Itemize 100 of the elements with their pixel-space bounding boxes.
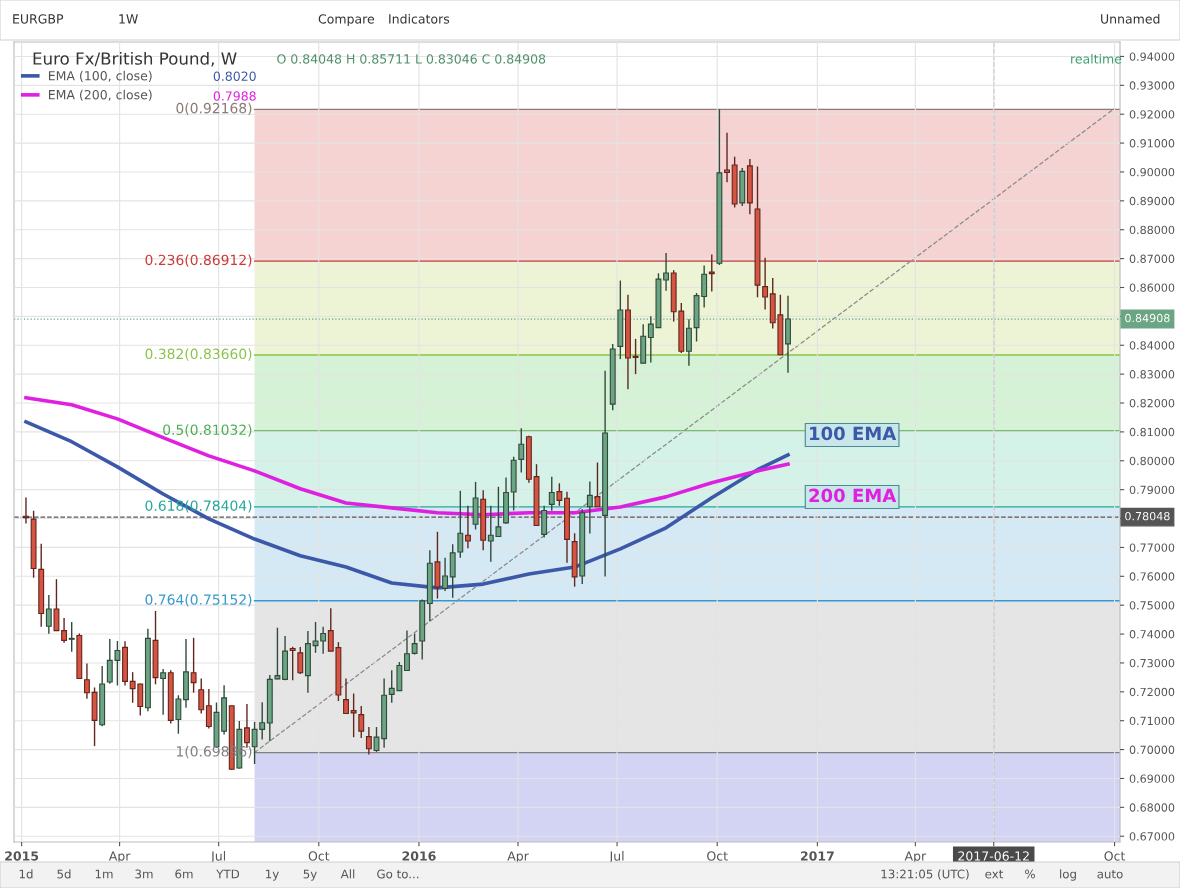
text: 5y [303, 869, 317, 881]
candlestick [350, 692, 357, 738]
ref-line-label: 0.84908 [1125, 313, 1170, 323]
text: 1d [19, 869, 33, 879]
legend-label: EMA (100, close) [48, 70, 152, 82]
y-tick-label: 0.73000 [1129, 658, 1175, 668]
candlestick [548, 475, 555, 512]
candlestick [83, 662, 90, 700]
x-tick-label: 2015 [5, 851, 39, 861]
ref-line-label: 0.382(0.83660) [145, 348, 252, 361]
candlestick [556, 482, 563, 507]
annotation: realtime [1071, 53, 1122, 64]
legend-label: EMA (200, close) [48, 89, 152, 101]
text: 1y [266, 869, 279, 881]
y-tick-label: 0.71000 [1129, 716, 1175, 726]
candlestick [343, 677, 349, 715]
y-tick-label: 0.77000 [1129, 543, 1175, 552]
text: 1m [95, 869, 113, 879]
candlestick [586, 480, 593, 535]
y-tick-label: 0.92000 [1129, 110, 1175, 119]
y-tick-label: 0.89000 [1129, 196, 1175, 206]
line-series [24, 419, 790, 590]
text: auto [1097, 869, 1123, 879]
y-tick-label: 0.68000 [1129, 803, 1175, 812]
candlestick [53, 578, 60, 632]
text: ext [985, 869, 1004, 879]
x-tick-label: Oct [1104, 851, 1126, 861]
candlestick [518, 427, 525, 474]
x-tick-label: Apr [507, 851, 529, 864]
candlestick [297, 646, 304, 675]
y-tick-label: 0.88000 [1129, 225, 1175, 235]
y-tick-label: 0.72000 [1129, 687, 1175, 697]
line-series [24, 396, 790, 517]
y-tick-label: 0.81000 [1129, 427, 1175, 437]
text: 6m [175, 869, 193, 879]
candlestick [205, 688, 212, 730]
y-tick-label: 0.70000 [1129, 745, 1175, 754]
text: 5d [57, 869, 71, 879]
text: Compare [318, 14, 375, 27]
y-tick-label: 0.94000 [1129, 52, 1175, 61]
y-tick-label: 0.80000 [1129, 456, 1175, 466]
candlestick [594, 461, 601, 508]
ref-line-label: 0.236(0.86912) [145, 254, 252, 267]
candlestick [190, 637, 197, 694]
candlestick [404, 629, 410, 672]
candlestick [365, 726, 372, 756]
text: Unnamed [1101, 13, 1160, 24]
y-tick-label: 0.75000 [1129, 601, 1175, 610]
x-tick-label: Apr [904, 851, 927, 864]
ref-line-label: 0.764(0.75152) [145, 594, 252, 607]
x-tick-label: 2017-06-12 [958, 851, 1029, 861]
x-tick-label: Apr [108, 851, 131, 864]
text: Go to... [377, 869, 419, 879]
y-tick-label: 0.74000 [1129, 630, 1175, 639]
candlestick [160, 668, 167, 716]
candlestick [663, 252, 670, 292]
candlestick [411, 632, 418, 656]
y-tick-label: 0.91000 [1129, 139, 1175, 148]
y-tick-label: 0.82000 [1129, 398, 1175, 408]
text: All [340, 869, 355, 879]
text: % [1025, 869, 1035, 879]
candlestick [442, 557, 449, 592]
text: 1W [119, 14, 138, 24]
candlestick [289, 646, 296, 681]
y-tick-label: 0.86000 [1129, 283, 1175, 292]
y-tick-label: 0.83000 [1129, 370, 1175, 379]
candlestick [68, 621, 75, 653]
candlestick [464, 505, 471, 549]
annotation: 100 EMA [810, 426, 897, 441]
text: log [1060, 869, 1076, 881]
annotation: 0.8020 [213, 71, 256, 81]
y-tick-label: 0.67000 [1129, 832, 1175, 841]
candlestick [358, 705, 365, 739]
x-tick-label: Oct [707, 851, 728, 861]
x-tick-label: 2017 [800, 851, 834, 861]
annotation: 200 EMA [809, 488, 897, 503]
candlestick [175, 694, 182, 735]
candlestick [762, 257, 769, 311]
candlestick [724, 131, 730, 184]
y-tick-label: 0.79000 [1129, 485, 1175, 495]
y-tick-label: 0.90000 [1129, 167, 1175, 177]
candlestick [632, 338, 639, 375]
annotation: O 0.84048 H 0.85711 L 0.83046 C 0.84908 [277, 54, 546, 64]
x-tick-label: Oct [308, 851, 330, 861]
y-tick-label: 0.87000 [1129, 254, 1175, 263]
y-tick-label: 0.93000 [1129, 81, 1175, 90]
candlestick [274, 627, 281, 681]
x-tick-label: 2016 [402, 851, 436, 861]
annotation: 0.7988 [213, 91, 256, 101]
candlestick [45, 594, 52, 635]
y-tick-label: 0.69000 [1129, 774, 1175, 783]
y-tick-label: 0.84000 [1129, 341, 1175, 350]
text: 3m [135, 869, 153, 879]
candlestick [198, 677, 205, 715]
text: Indicators [389, 13, 450, 24]
candlestick [61, 617, 68, 644]
text: Euro Fx/British Pound, W [33, 51, 237, 67]
candlestick [541, 505, 548, 539]
text: YTD [216, 869, 240, 879]
y-tick-label: 0.76000 [1129, 572, 1175, 581]
